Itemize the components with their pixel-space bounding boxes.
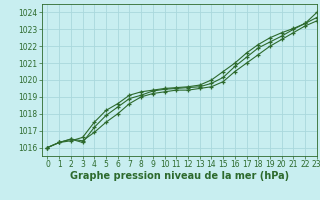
X-axis label: Graphe pression niveau de la mer (hPa): Graphe pression niveau de la mer (hPa) <box>70 171 289 181</box>
